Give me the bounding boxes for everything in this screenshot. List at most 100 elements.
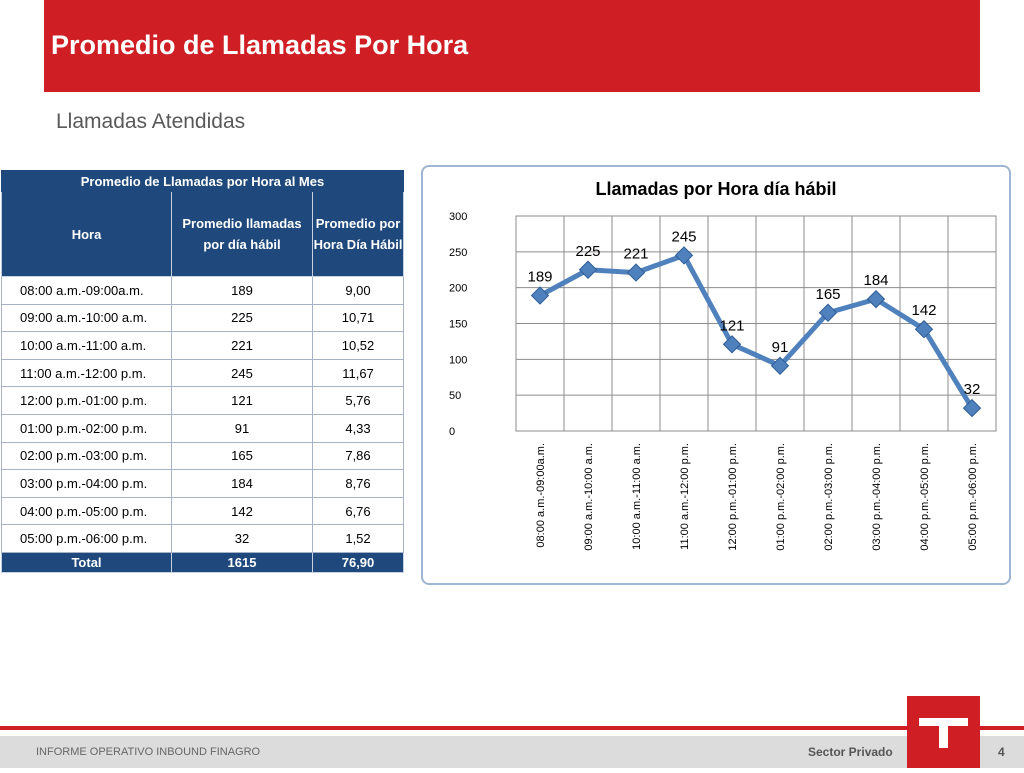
data-point xyxy=(770,356,790,375)
cell-hora: 05:00 p.m.-06:00 p.m. xyxy=(1,524,172,553)
cell-promedio: 7,86 xyxy=(311,441,405,471)
cell-llamadas: 189 xyxy=(171,276,313,305)
cell-promedio: 4,33 xyxy=(311,413,405,443)
cell-promedio: 10,52 xyxy=(311,331,405,360)
y-tick-label: 50 xyxy=(449,390,461,402)
column-header-hora: Hora xyxy=(1,191,172,277)
data-point xyxy=(530,286,550,305)
x-tick-label: 12:00 p.m.-01:00 p.m. xyxy=(727,443,739,551)
t-logo-icon xyxy=(919,718,968,748)
data-label: 165 xyxy=(815,286,840,303)
line-chart: Llamadas por Hora día hábil 0 50 100 150 200… xyxy=(449,179,997,551)
table-caption: Promedio de Llamadas por Hora al Mes xyxy=(0,170,405,192)
y-tick-label: 200 xyxy=(449,283,467,295)
x-tick-label: 10:00 a.m.-11:00 a.m. xyxy=(631,443,643,550)
cell-llamadas: 121 xyxy=(171,386,313,415)
data-label: 91 xyxy=(772,339,789,356)
cell-hora: 11:00 a.m.-12:00 p.m. xyxy=(1,358,172,388)
data-label: 142 xyxy=(911,302,936,319)
x-tick-label: 11:00 a.m.-12:00 p.m. xyxy=(679,443,691,550)
cell-hora: 03:00 p.m.-04:00 p.m. xyxy=(1,469,172,498)
table-row: 12:00 p.m.-01:00 p.m. 121 5,76 xyxy=(1,386,405,415)
cell-llamadas: 184 xyxy=(171,469,313,498)
footer-band xyxy=(0,736,1024,768)
cell-llamadas: 221 xyxy=(171,331,313,360)
cell-promedio: 8,76 xyxy=(311,469,405,498)
data-point xyxy=(722,335,742,354)
table-row: 11:00 a.m.-12:00 p.m. 245 11,67 xyxy=(1,358,405,388)
total-avg: 76,90 xyxy=(311,551,405,573)
x-tick-label: 01:00 p.m.-02:00 p.m. xyxy=(775,443,787,551)
cell-hora: 02:00 p.m.-03:00 p.m. xyxy=(1,441,172,471)
title-bar: Promedio de Llamadas Por Hora xyxy=(44,0,980,92)
cell-promedio: 5,76 xyxy=(311,386,405,415)
data-point xyxy=(674,246,694,265)
chart-title: Llamadas por Hora día hábil xyxy=(595,179,836,199)
cell-promedio: 6,76 xyxy=(311,496,405,526)
table-row: 01:00 p.m.-02:00 p.m. 91 4,33 xyxy=(1,413,405,443)
data-label: 189 xyxy=(527,269,552,286)
data-label: 221 xyxy=(623,246,648,263)
table-row: 10:00 a.m.-11:00 a.m. 221 10,52 xyxy=(1,331,405,360)
cell-promedio: 10,71 xyxy=(311,303,405,333)
data-table: Promedio de Llamadas por Hora al Mes Hor… xyxy=(0,170,405,573)
cell-hora: 08:00 a.m.-09:00a.m. xyxy=(1,276,172,305)
data-label: 184 xyxy=(863,272,888,289)
table-row: 04:00 p.m.-05:00 p.m. 142 6,76 xyxy=(1,496,405,526)
table-total-row: Total 1615 76,90 xyxy=(1,551,405,573)
x-tick-label: 02:00 p.m.-03:00 p.m. xyxy=(823,443,835,551)
cell-promedio: 11,67 xyxy=(311,358,405,388)
cell-hora: 01:00 p.m.-02:00 p.m. xyxy=(1,413,172,443)
data-label: 32 xyxy=(964,381,981,398)
table-row: 05:00 p.m.-06:00 p.m. 32 1,52 xyxy=(1,524,405,553)
table-body: 08:00 a.m.-09:00a.m. 189 9,00 09:00 a.m.-10… xyxy=(1,276,405,553)
series-line xyxy=(538,252,975,410)
data-point xyxy=(626,263,646,282)
table-row: 03:00 p.m.-04:00 p.m. 184 8,76 xyxy=(1,469,405,498)
page-number: 4 xyxy=(998,745,1005,759)
data-point xyxy=(818,303,838,322)
cell-llamadas: 165 xyxy=(171,441,313,471)
data-point xyxy=(866,289,886,309)
y-tick-label: 300 xyxy=(449,211,467,223)
cell-llamadas: 142 xyxy=(171,496,313,526)
cell-llamadas: 245 xyxy=(171,358,313,388)
cell-llamadas: 225 xyxy=(171,303,313,333)
data-label: 225 xyxy=(575,243,600,260)
cell-hora: 10:00 a.m.-11:00 a.m. xyxy=(1,331,172,360)
cell-promedio: 9,00 xyxy=(311,276,405,305)
y-tick-label: 150 xyxy=(449,319,467,331)
x-tick-label: 04:00 p.m.-05:00 p.m. xyxy=(919,443,931,551)
data-point xyxy=(914,320,934,339)
footer-sector: Sector Privado xyxy=(808,745,893,759)
y-tick-label: 250 xyxy=(449,247,467,259)
table-row: 09:00 a.m.-10:00 a.m. 225 10,71 xyxy=(1,303,405,333)
y-tick-label: 100 xyxy=(449,354,467,366)
cell-llamadas: 32 xyxy=(171,524,313,553)
data-label: 245 xyxy=(671,228,696,245)
logo xyxy=(907,696,980,768)
footer-accent-line xyxy=(0,726,1024,730)
footer-report-name: INFORME OPERATIVO INBOUND FINAGRO xyxy=(36,746,261,758)
chart-frame xyxy=(421,165,1011,585)
cell-llamadas: 91 xyxy=(171,413,313,443)
total-calls: 1615 xyxy=(171,551,313,573)
slide-subtitle: Llamadas Atendidas xyxy=(56,110,246,133)
slide-title: Promedio de Llamadas Por Hora xyxy=(51,30,469,60)
data-point xyxy=(962,398,982,418)
column-header-promedio-llamadas: Promedio llamadas por día hábil xyxy=(171,191,313,277)
cell-hora: 04:00 p.m.-05:00 p.m. xyxy=(1,496,172,526)
cell-promedio: 1,52 xyxy=(311,524,405,553)
table-row: 02:00 p.m.-03:00 p.m. 165 7,86 xyxy=(1,441,405,471)
x-tick-label: 09:00 a.m.-10:00 a.m. xyxy=(583,443,595,551)
total-label: Total xyxy=(1,551,172,573)
column-header-promedio-hora: Promedio por Hora Día Hábil xyxy=(311,191,405,277)
x-tick-label: 05:00 p.m.-06:00 p.m. xyxy=(967,443,979,551)
table-row: 08:00 a.m.-09:00a.m. 189 9,00 xyxy=(1,276,405,305)
cell-hora: 09:00 a.m.-10:00 a.m. xyxy=(1,303,172,333)
x-tick-label: 08:00 a.m.-09:00a.m. xyxy=(535,443,547,548)
data-point xyxy=(578,260,598,279)
y-tick-label: 0 xyxy=(449,426,455,438)
cell-hora: 12:00 p.m.-01:00 p.m. xyxy=(1,386,172,415)
x-tick-label: 03:00 p.m.-04:00 p.m. xyxy=(871,443,883,551)
